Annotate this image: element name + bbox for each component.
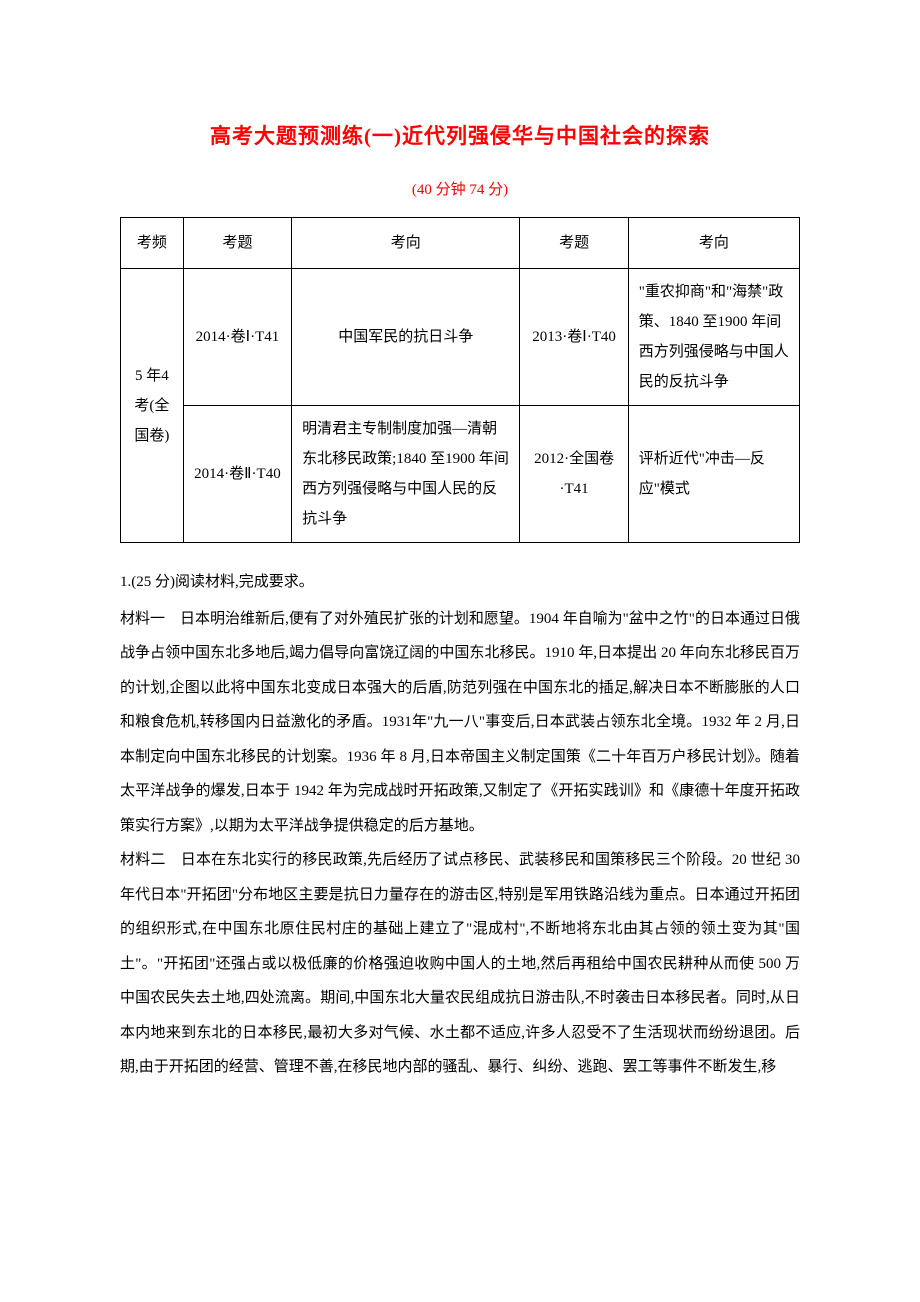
table-header-row: 考频 考题 考向 考题 考向 [121, 218, 800, 269]
header-exam-1: 考题 [183, 218, 291, 269]
document-subtitle: (40 分钟 74 分) [120, 178, 800, 199]
document-title: 高考大题预测练(一)近代列强侵华与中国社会的探索 [120, 120, 800, 150]
material-two: 材料二 日本在东北实行的移民政策,先后经历了试点移民、武装移民和国策移民三个阶段… [120, 843, 800, 1085]
material-one-label: 材料一 [120, 611, 165, 627]
exam-cell: 2012·全国卷·T41 [520, 406, 628, 543]
table-row: 2014·卷Ⅱ·T40 明清君主专制制度加强—清朝东北移民政策;1840 至19… [121, 406, 800, 543]
header-direction-2: 考向 [628, 218, 799, 269]
material-two-label: 材料二 [120, 852, 166, 868]
material-one-text: 日本明治维新后,便有了对外殖民扩张的计划和愿望。1904 年自喻为"盆中之竹"的… [120, 611, 800, 834]
exam-cell: 2014·卷Ⅰ·T41 [183, 269, 291, 406]
exam-cell: 2013·卷Ⅰ·T40 [520, 269, 628, 406]
exam-frequency-table: 考频 考题 考向 考题 考向 5 年4 考(全国卷) 2014·卷Ⅰ·T41 中… [120, 217, 800, 543]
direction-cell: 中国军民的抗日斗争 [292, 269, 520, 406]
frequency-cell: 5 年4 考(全国卷) [121, 269, 184, 543]
material-one: 材料一 日本明治维新后,便有了对外殖民扩张的计划和愿望。1904 年自喻为"盆中… [120, 602, 800, 844]
header-direction-1: 考向 [292, 218, 520, 269]
exam-cell: 2014·卷Ⅱ·T40 [183, 406, 291, 543]
header-exam-2: 考题 [520, 218, 628, 269]
material-two-text: 日本在东北实行的移民政策,先后经历了试点移民、武装移民和国策移民三个阶段。20 … [120, 852, 800, 1075]
direction-cell: 明清君主专制制度加强—清朝东北移民政策;1840 至1900 年间西方列强侵略与… [292, 406, 520, 543]
header-frequency: 考频 [121, 218, 184, 269]
direction-cell: 评析近代"冲击—反应"模式 [628, 406, 799, 543]
direction-cell: "重农抑商"和"海禁"政策、1840 至1900 年间西方列强侵略与中国人民的反… [628, 269, 799, 406]
question-number: 1.(25 分)阅读材料,完成要求。 [120, 565, 800, 600]
table-row: 5 年4 考(全国卷) 2014·卷Ⅰ·T41 中国军民的抗日斗争 2013·卷… [121, 269, 800, 406]
